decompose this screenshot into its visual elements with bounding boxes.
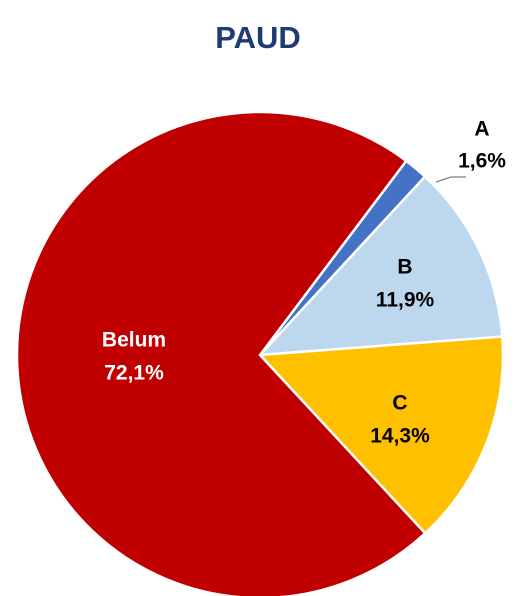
pie-slice xyxy=(15,110,427,596)
chart-title: PAUD xyxy=(215,20,301,55)
pie-slice xyxy=(256,174,504,357)
leader-line xyxy=(435,176,466,183)
slice-label: B xyxy=(397,256,412,279)
slice-value-label: 14,3% xyxy=(370,425,430,448)
slice-label: A xyxy=(474,118,489,141)
slice-value-label: 1,6% xyxy=(458,150,506,173)
slice-label: C xyxy=(392,392,407,415)
slice-value-label: 11,9% xyxy=(376,289,435,312)
slice-label: Belum xyxy=(102,329,166,352)
slice-value-label: 72,1% xyxy=(104,362,164,385)
pie-slice xyxy=(257,335,505,536)
